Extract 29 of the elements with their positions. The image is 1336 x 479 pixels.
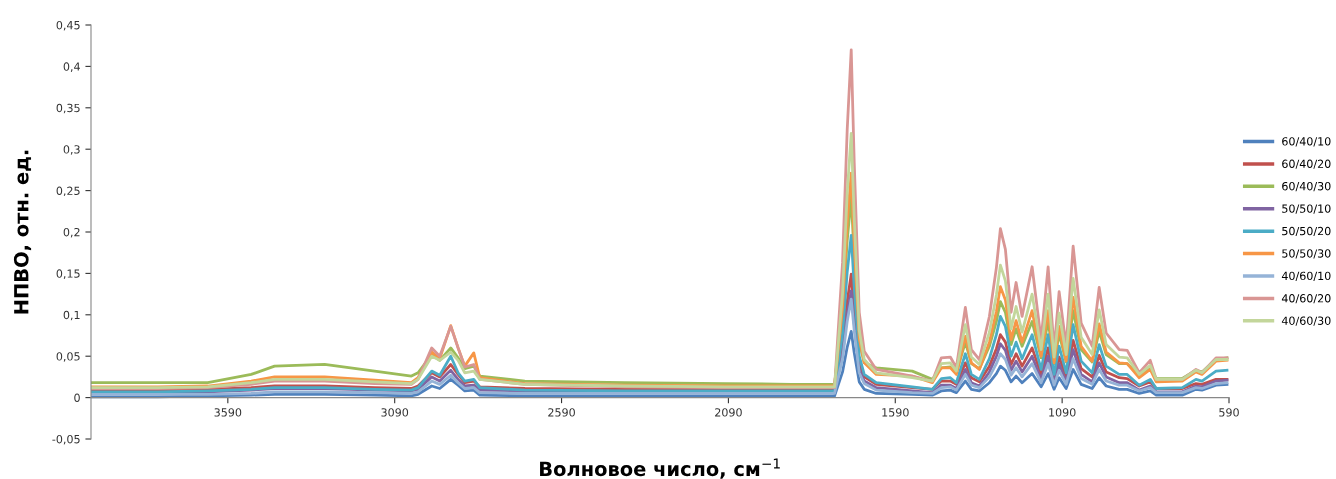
legend-label: 50/50/30 bbox=[1282, 249, 1331, 259]
y-tick-label: 0,3 bbox=[63, 145, 80, 155]
legend-label: 40/60/10 bbox=[1281, 271, 1331, 281]
x-tick-label: 590 bbox=[1219, 408, 1239, 417]
x-tick-label: 2590 bbox=[548, 408, 575, 417]
x-tick-label: 3090 bbox=[381, 408, 409, 417]
y-tick-label: 0,2 bbox=[63, 227, 80, 238]
x-tick-label: 3590 bbox=[214, 408, 242, 417]
x-tick-label: 1590 bbox=[882, 408, 909, 417]
y-tick-label: 0,35 bbox=[56, 103, 80, 114]
legend-label: 40/60/20 bbox=[1281, 294, 1331, 304]
legend-label: 60/40/20 bbox=[1282, 159, 1331, 169]
y-tick-label: 0,4 bbox=[63, 62, 80, 72]
y-tick-label: -0,05 bbox=[52, 434, 80, 445]
x-tick-label: 1090 bbox=[1049, 408, 1076, 417]
y-tick-label: 0,15 bbox=[56, 269, 80, 279]
legend-label: 60/40/10 bbox=[1282, 137, 1331, 147]
legend-label: 60/40/30 bbox=[1282, 181, 1331, 192]
y-tick-label: 0,1 bbox=[63, 310, 80, 321]
x-axis-title: Волновое число, см$^{−1}$ bbox=[540, 458, 780, 479]
y-tick-label: 0,25 bbox=[56, 186, 80, 197]
legend-label: 40/60/30 bbox=[1281, 316, 1331, 326]
legend-label: 50/50/10 bbox=[1282, 204, 1331, 214]
legend-label: 50/50/20 bbox=[1282, 226, 1331, 237]
y-tick-label: 0,05 bbox=[56, 352, 80, 362]
y-tick-label: 0 bbox=[74, 393, 80, 402]
y-tick-label: 0,45 bbox=[56, 20, 80, 31]
x-tick-label: 2090 bbox=[715, 408, 742, 417]
y-axis-title: НПВО, отн. ед. bbox=[13, 150, 32, 314]
